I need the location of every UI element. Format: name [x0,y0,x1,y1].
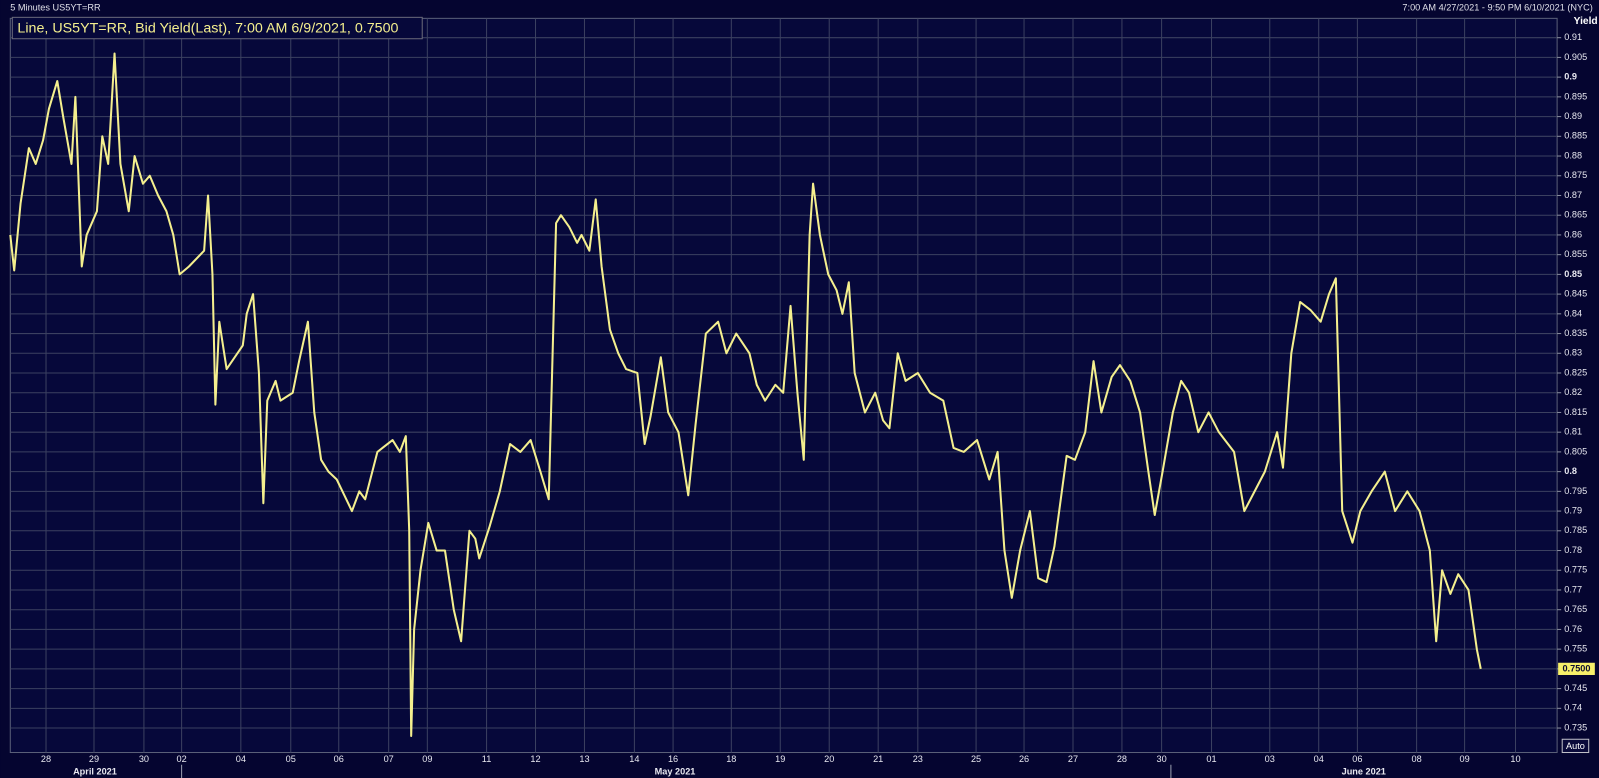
y-tick-label: 0.9 [1564,72,1577,82]
y-tick-label: 0.795 [1564,486,1587,496]
last-value-label: 0.7500 [1562,663,1590,673]
y-tick-label: 0.805 [1564,446,1587,456]
x-tick-label: 19 [775,754,785,764]
y-tick-label: 0.83 [1564,348,1582,358]
x-tick-label: 12 [530,754,540,764]
y-tick-label: 0.91 [1564,32,1582,42]
month-label: June 2021 [1342,766,1386,776]
x-tick-label: 14 [629,754,639,764]
y-tick-label: 0.86 [1564,229,1582,239]
y-tick-label: 0.78 [1564,545,1582,555]
y-tick-label: 0.895 [1564,91,1587,101]
x-tick-label: 18 [726,754,736,764]
x-tick-label: 16 [668,754,678,764]
y-tick-label: 0.84 [1564,308,1582,318]
y-tick-label: 0.735 [1564,722,1587,732]
month-label: May 2021 [655,766,696,776]
x-tick-label: 04 [236,754,246,764]
y-tick-label: 0.87 [1564,190,1582,200]
last-value-box [1558,662,1595,675]
x-tick-label: 09 [1459,754,1469,764]
y-tick-label: 0.835 [1564,328,1587,338]
y-tick-label: 0.8 [1564,466,1577,476]
y-tick-label: 0.865 [1564,210,1587,220]
y-tick-label: 0.81 [1564,427,1582,437]
x-tick-label: 09 [422,754,432,764]
y-tick-label: 0.825 [1564,367,1587,377]
yield-line [9,52,1482,737]
y-tick-label: 0.875 [1564,170,1587,180]
y-tick-label: 0.815 [1564,407,1587,417]
x-tick-label: 28 [1117,754,1127,764]
x-tick-label: 28 [41,754,51,764]
x-tick-label: 10 [1510,754,1520,764]
x-tick-label: 07 [384,754,394,764]
x-tick-label: 11 [482,754,492,764]
x-tick-label: 01 [1206,754,1216,764]
y-tick-label: 0.82 [1564,387,1582,397]
x-tick-label: 21 [873,754,883,764]
grid [10,18,1558,753]
x-tick-label: 06 [1352,754,1362,764]
x-tick-label: 08 [1412,754,1422,764]
y-tick-label: 0.765 [1564,604,1587,614]
x-tick-label: 30 [139,754,149,764]
y-axis-label: Yield [1574,16,1598,27]
y-tick-label: 0.905 [1564,52,1587,62]
x-tick-label: 26 [1019,754,1029,764]
x-tick-label: 20 [824,754,834,764]
y-tick-label: 0.775 [1564,565,1587,575]
header-left: 5 Minutes US5YT=RR [10,3,101,13]
y-tick-label: 0.74 [1564,703,1582,713]
y-tick-label: 0.845 [1564,289,1587,299]
month-label: April 2021 [73,766,117,776]
y-tick-label: 0.745 [1564,683,1587,693]
x-tick-label: 05 [286,754,296,764]
x-tick-label: 30 [1156,754,1166,764]
x-tick-label: 02 [177,754,187,764]
x-tick-label: 25 [971,754,981,764]
y-tick-label: 0.755 [1564,644,1587,654]
y-tick-label: 0.85 [1564,269,1582,279]
x-tick-label: 03 [1265,754,1275,764]
x-tick-label: 13 [579,754,589,764]
legend-text: Line, US5YT=RR, Bid Yield(Last), 7:00 AM… [17,20,398,36]
y-tick-label: 0.785 [1564,525,1587,535]
x-tick-label: 06 [334,754,344,764]
marks [9,52,1482,737]
y-tick-label: 0.88 [1564,150,1582,160]
x-tick-label: 27 [1068,754,1078,764]
legend-box [11,16,423,40]
x-tick-label: 23 [913,754,923,764]
y-tick-label: 0.89 [1564,111,1582,121]
auto-button-label[interactable]: Auto [1566,741,1585,751]
y-tick-label: 0.76 [1564,624,1582,634]
y-tick-label: 0.885 [1564,131,1587,141]
y-tick-label: 0.77 [1564,584,1582,594]
auto-button[interactable] [1561,738,1590,754]
y-tick-label: 0.79 [1564,505,1582,515]
x-tick-label: 29 [89,754,99,764]
x-tick-label: 04 [1314,754,1324,764]
header-right: 7:00 AM 4/27/2021 - 9:50 PM 6/10/2021 (N… [1402,3,1592,13]
y-tick-label: 0.855 [1564,249,1587,259]
